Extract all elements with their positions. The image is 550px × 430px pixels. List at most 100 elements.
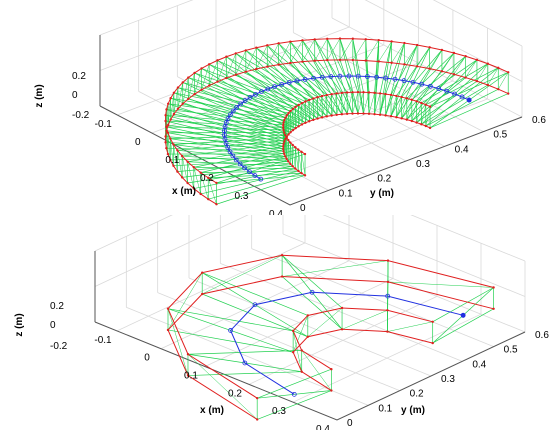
strut-line: [267, 66, 328, 117]
node-point: [199, 192, 202, 196]
floor-grid-y: [126, 306, 369, 406]
strut-line: [208, 172, 302, 200]
node-point: [297, 125, 300, 128]
strut-line: [314, 39, 348, 93]
node-point: [340, 91, 344, 95]
strut-line: [352, 38, 364, 93]
node-point: [165, 108, 168, 111]
strut-diagonal: [368, 92, 375, 114]
node-point: [386, 330, 389, 333]
node-point: [384, 114, 387, 117]
center-node-start: [466, 97, 472, 103]
node-point: [289, 162, 292, 166]
node-point: [287, 111, 290, 115]
strut-line: [182, 163, 291, 178]
strut-diagonal: [187, 161, 195, 189]
strut-line: [167, 329, 294, 353]
plot-top: -0.1 0 0.1 0.2 0.3 0.4 0 0.1 0.2 0.3 0.4 0.5 0.6 0.2 0…: [34, 0, 546, 215]
node-point: [475, 79, 479, 83]
strut-line: [421, 84, 489, 125]
strut-diagonal: [295, 147, 299, 171]
node-point: [164, 119, 167, 123]
strut-line: [200, 170, 299, 195]
strut-diagonal: [498, 72, 509, 90]
strut-line: [278, 43, 332, 95]
strut-diagonal: [173, 87, 179, 115]
strut-diagonal: [341, 310, 388, 330]
wall-grid-z: [94, 215, 526, 297]
strut-diagonal: [391, 42, 405, 63]
node-point: [284, 137, 287, 141]
center-node: [259, 89, 264, 94]
node-point: [431, 341, 434, 345]
node-point: [180, 154, 184, 158]
node-point: [428, 67, 431, 70]
strut-line: [216, 153, 306, 184]
node-point: [356, 112, 360, 115]
node-point: [390, 61, 393, 64]
node-point: [297, 169, 300, 173]
strut-line: [168, 103, 285, 121]
node-point: [255, 396, 259, 400]
node-point: [345, 91, 349, 94]
node-point: [285, 114, 288, 117]
strut-diagonal: [396, 96, 402, 118]
center-node: [337, 73, 343, 79]
center-node: [279, 82, 285, 87]
node-point: [294, 146, 297, 149]
strut-diagonal: [200, 172, 209, 200]
center-node: [272, 84, 277, 90]
node-point: [301, 39, 304, 42]
x-tick-label: 0: [144, 353, 150, 364]
node-point: [297, 148, 300, 151]
node-point: [320, 94, 324, 98]
node-point: [216, 80, 219, 83]
node-point: [497, 87, 500, 91]
node-point: [176, 107, 180, 111]
node-point: [452, 73, 456, 76]
strut-line: [217, 60, 306, 102]
node-point: [207, 84, 211, 87]
node-point: [364, 59, 367, 62]
node-point: [287, 133, 290, 136]
node-point: [166, 123, 170, 127]
strut-line: [267, 45, 328, 96]
strut-diagonal: [295, 104, 299, 129]
x-tick-label: 0.4: [316, 424, 330, 430]
node-point: [410, 98, 414, 101]
node-point: [166, 152, 170, 156]
node-point: [424, 124, 428, 128]
strut-diagonal: [167, 98, 171, 126]
center-node: [311, 75, 316, 81]
node-point: [312, 97, 315, 100]
node-point: [283, 131, 286, 134]
center-node: [401, 78, 407, 84]
node-point: [186, 160, 189, 163]
strut-diagonal: [292, 315, 309, 353]
center-node: [265, 86, 271, 92]
node-point: [464, 55, 467, 58]
center-node: [227, 112, 233, 118]
strut-diagonal: [173, 144, 178, 172]
node-point: [193, 93, 196, 96]
node-point: [312, 118, 315, 122]
center-node: [225, 145, 231, 150]
strut-diagonal: [378, 41, 392, 62]
x-axis-label: x (m): [172, 186, 196, 197]
node-point: [335, 113, 338, 116]
x-tick-label: 0.2: [200, 173, 214, 184]
strut-diagonal: [416, 47, 430, 67]
node-point: [291, 143, 294, 147]
node-point: [308, 120, 311, 123]
strut-line: [339, 38, 359, 93]
z-tick-label: 0: [50, 320, 56, 331]
node-point: [367, 91, 371, 94]
node-point: [431, 320, 434, 324]
center-node: [385, 293, 391, 299]
node-point: [301, 60, 304, 63]
node-point: [291, 107, 295, 111]
strut-line: [425, 88, 499, 127]
strut-diagonal: [429, 49, 443, 69]
center-node: [234, 104, 240, 110]
node-point: [351, 58, 355, 62]
